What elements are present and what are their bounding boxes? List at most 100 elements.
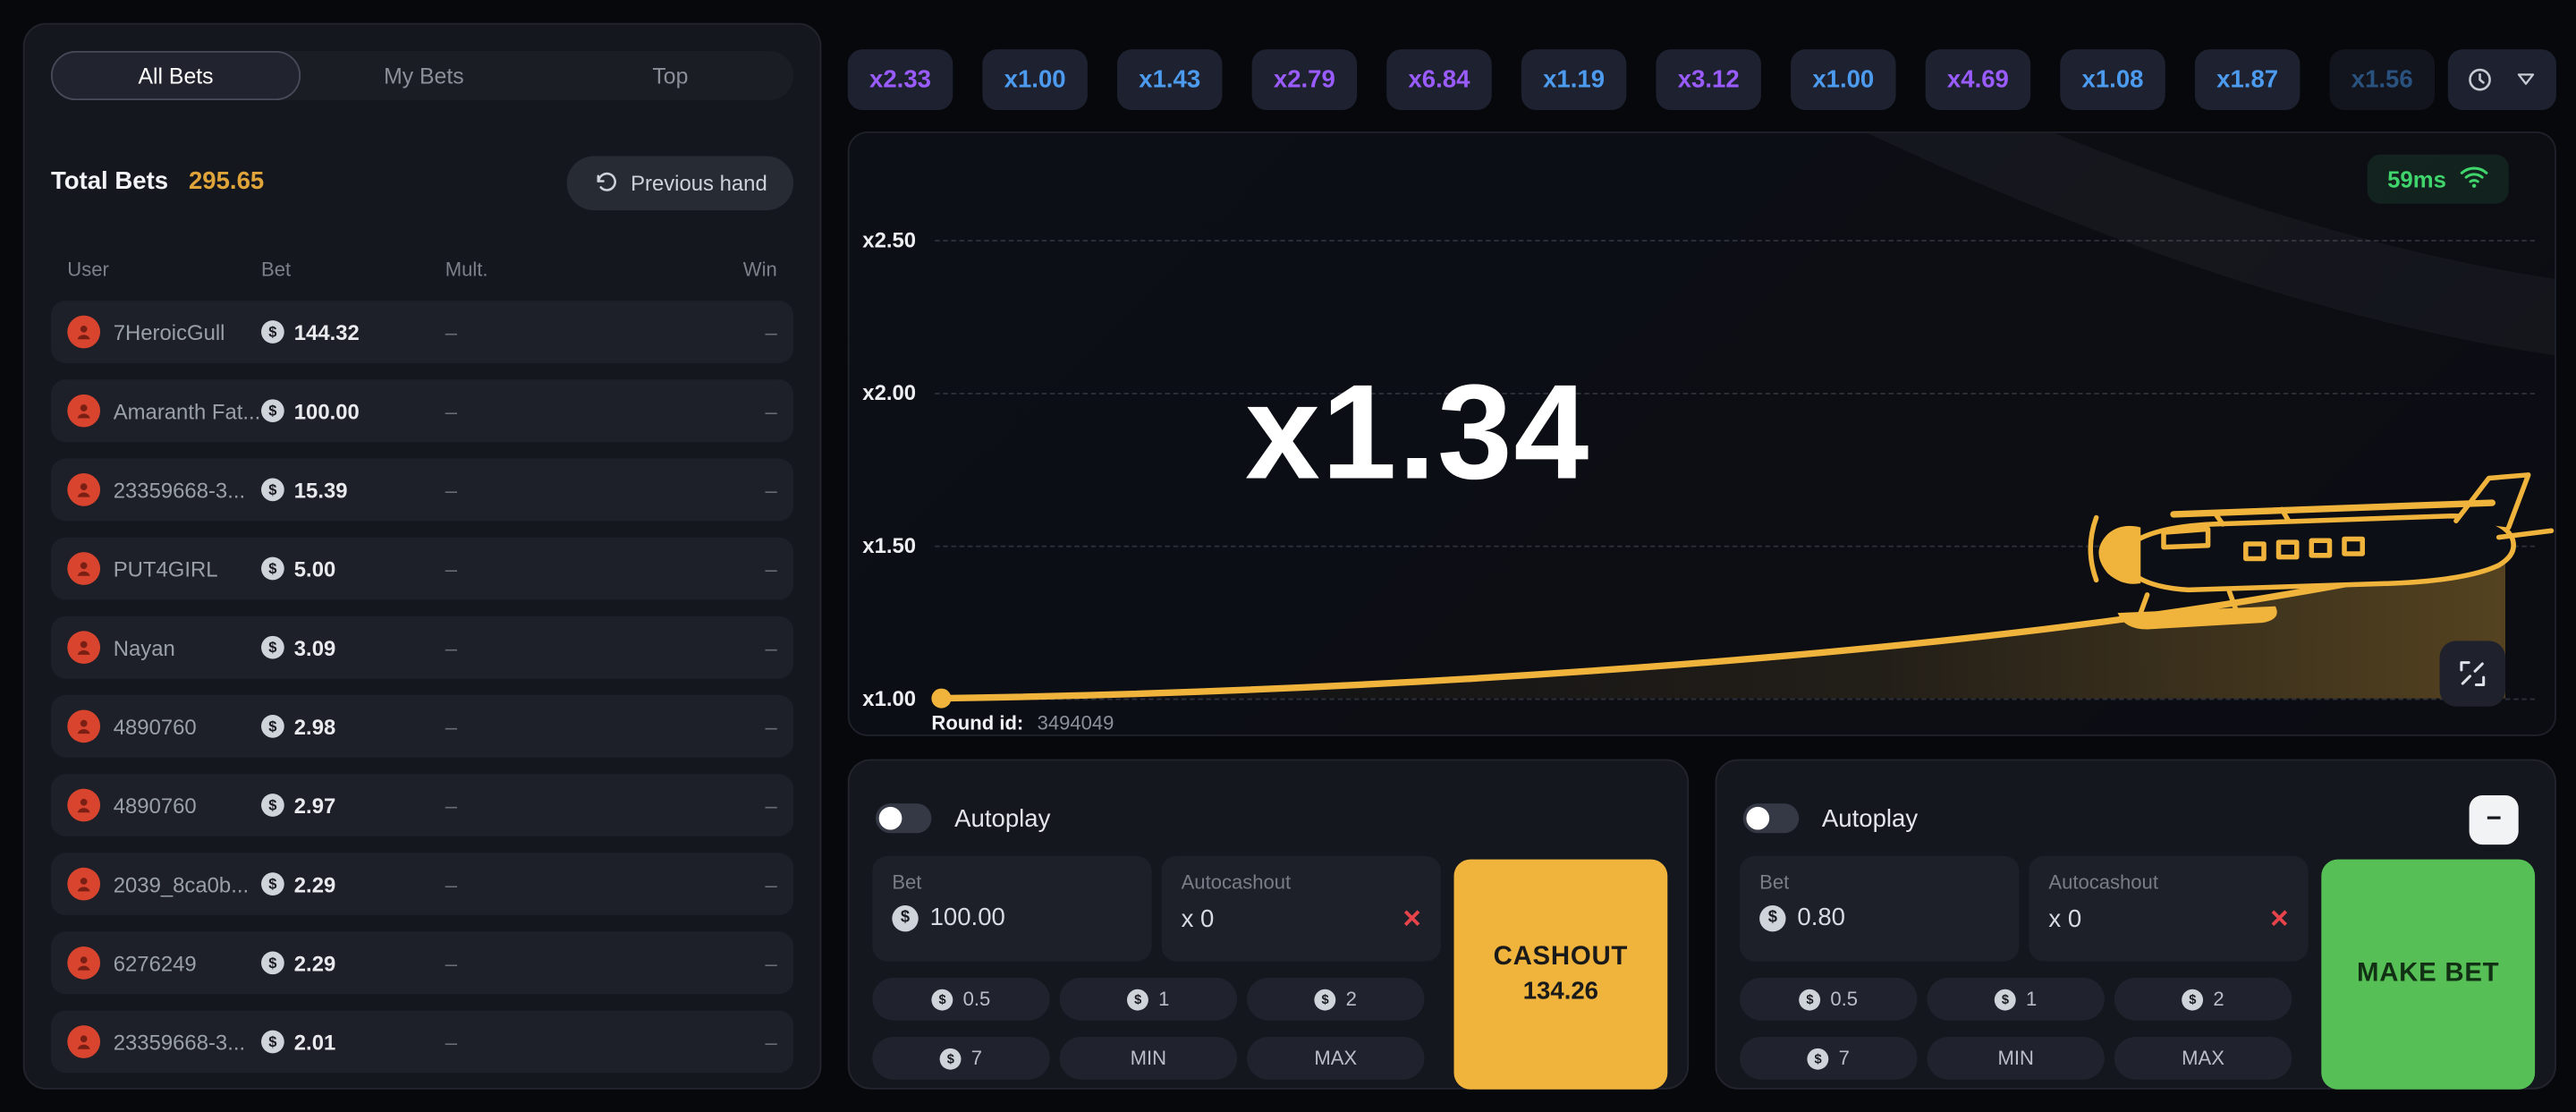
coin-icon: $ (1314, 988, 1336, 1010)
bet-multiplier: – (445, 1029, 458, 1055)
quick-bet-7[interactable]: $7 (1740, 1036, 1918, 1080)
multiplier-chip[interactable]: x1.87 (2194, 49, 2301, 111)
header-user: User (67, 258, 109, 282)
quick-bet-max[interactable]: MAX (1247, 1036, 1425, 1080)
coin-icon: $ (261, 951, 284, 975)
filter-icon[interactable] (2513, 67, 2538, 92)
bet-win: – (765, 477, 777, 503)
quick-bet-max[interactable]: MAX (2114, 1036, 2292, 1080)
round-id-value: 3494049 (1037, 711, 1114, 735)
bet-user-cell: 4890760 (67, 788, 261, 822)
bet-input[interactable]: Bet $ 0.80 (1740, 855, 2020, 962)
coin-icon: $ (261, 478, 284, 502)
quick-bet-2[interactable]: $2 (1247, 977, 1425, 1021)
tab-all-bets[interactable]: All Bets (50, 50, 301, 101)
bet-amount: 2.97 (293, 793, 336, 818)
total-bets-value: 295.65 (188, 167, 265, 196)
bet-panel-right: Autoplay − Bet $ 0.80 Autocashout x 0 × … (1715, 759, 2556, 1090)
collapse-panel-button[interactable]: − (2469, 794, 2519, 845)
fullscreen-button[interactable] (2439, 641, 2506, 707)
coin-icon: $ (1127, 988, 1149, 1010)
bet-amount: 2.98 (293, 714, 336, 739)
autoplay-toggle[interactable] (1742, 803, 1800, 834)
bet-amount-cell: $ 144.32 (261, 319, 445, 344)
minus-icon: − (2486, 804, 2502, 834)
autoplay-toggle[interactable] (875, 803, 932, 834)
coin-icon: $ (261, 635, 284, 659)
bet-amount-cell: $ 15.39 (261, 477, 445, 503)
bets-tabbar: All Bets My Bets Top (50, 50, 794, 101)
coin-icon: $ (1799, 988, 1821, 1010)
coin-icon: $ (261, 320, 284, 344)
tab-my-bets[interactable]: My Bets (384, 63, 464, 89)
bet-amount: 15.39 (293, 477, 348, 503)
multiplier-chip[interactable]: x1.43 (1116, 49, 1223, 111)
autocashout-value: x 0 (2048, 905, 2082, 934)
bet-value: 0.80 (1797, 904, 1846, 932)
wifi-icon (2460, 165, 2489, 194)
multiplier-chip[interactable]: x1.19 (1521, 49, 1627, 111)
bet-username: PUT4GIRL (113, 556, 218, 581)
multiplier-history: x2.33 x1.00 x1.43 x2.79 x6.84 x1.19 x3.12 x1.00… (847, 49, 2556, 111)
quick-bet-1[interactable]: $1 (1059, 977, 1238, 1021)
bet-value: 100.00 (929, 904, 1005, 932)
clear-autocashout-icon[interactable]: × (1402, 902, 1421, 937)
quick-bet-min[interactable]: MIN (1927, 1036, 2105, 1080)
y-axis-label: x1.50 (862, 533, 917, 558)
bet-user-cell: 2039_8ca0b... (67, 867, 261, 901)
toggle-knob (1746, 806, 1770, 830)
bet-user-cell: 23359668-3... (67, 472, 261, 506)
bet-multiplier: – (445, 477, 458, 503)
quick-bet-7[interactable]: $7 (872, 1036, 1050, 1080)
bet-amount: 2.29 (293, 950, 336, 976)
coin-icon: $ (2182, 988, 2204, 1010)
multiplier-chip[interactable]: x1.56 (2329, 49, 2436, 111)
latency-badge: 59ms (2368, 154, 2509, 204)
header-bet: Bet (261, 258, 292, 282)
clear-autocashout-icon[interactable]: × (2270, 902, 2289, 937)
multiplier-chip[interactable]: x4.69 (1925, 49, 2031, 111)
make-bet-label: MAKE BET (2356, 959, 2500, 988)
autocashout-input[interactable]: Autocashout x 0 × (1161, 855, 1441, 962)
autocashout-value: x 0 (1181, 905, 1215, 934)
bet-username: Nayan (113, 634, 175, 660)
bet-input[interactable]: Bet $ 100.00 (872, 855, 1152, 962)
y-axis-label: x2.50 (862, 227, 917, 252)
bet-username: 6276249 (113, 950, 197, 976)
tab-top[interactable]: Top (652, 63, 689, 89)
bet-amount-cell: $ 2.29 (261, 950, 445, 976)
multiplier-chip[interactable]: x6.84 (1386, 49, 1492, 111)
history-clock-icon[interactable] (2467, 65, 2495, 93)
make-bet-button[interactable]: MAKE BET (2321, 859, 2536, 1090)
toggle-knob (878, 806, 902, 830)
table-row: 4890760 $ 2.98 – – (50, 694, 794, 758)
multiplier-chip[interactable]: x1.00 (982, 49, 1088, 111)
multiplier-chip[interactable]: x1.00 (1791, 49, 1896, 111)
bet-username: 4890760 (113, 793, 197, 818)
latency-value: 59ms (2387, 166, 2446, 192)
total-bets-label: Total Bets (50, 167, 169, 196)
coin-icon: $ (261, 1030, 284, 1054)
multiplier-chip[interactable]: x1.08 (2060, 49, 2165, 111)
quick-bet-1[interactable]: $1 (1927, 977, 2105, 1021)
previous-hand-button[interactable]: Previous hand (566, 155, 794, 210)
autocashout-input[interactable]: Autocashout x 0 × (2029, 855, 2309, 962)
avatar (67, 472, 101, 506)
bet-user-cell: 6276249 (67, 946, 261, 980)
quick-bet-0.5[interactable]: $0.5 (872, 977, 1050, 1021)
gridline (935, 698, 2536, 700)
quick-bet-0.5[interactable]: $0.5 (1740, 977, 1918, 1021)
multiplier-chip[interactable]: x2.79 (1251, 49, 1358, 111)
bets-sidebar: All Bets My Bets Top Total Bets 295.65 P… (22, 22, 822, 1090)
coin-icon: $ (261, 556, 284, 581)
quick-bet-2[interactable]: $2 (2114, 977, 2292, 1021)
bets-table-header: User Bet Mult. Win (51, 258, 793, 281)
cashout-button[interactable]: CASHOUT 134.26 (1453, 859, 1668, 1090)
bet-win: – (765, 714, 777, 739)
multiplier-chip[interactable]: x2.33 (847, 49, 953, 111)
quick-bet-min[interactable]: MIN (1059, 1036, 1238, 1080)
curve-origin-dot (931, 688, 952, 709)
avatar (67, 631, 101, 665)
history-tools (2447, 49, 2556, 111)
multiplier-chip[interactable]: x3.12 (1656, 49, 1761, 111)
